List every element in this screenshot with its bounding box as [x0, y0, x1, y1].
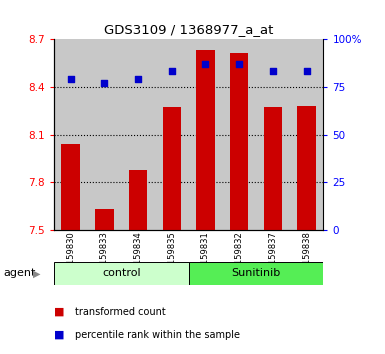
Bar: [256, 39, 290, 230]
Text: transformed count: transformed count: [75, 307, 166, 316]
Text: control: control: [102, 268, 141, 279]
Text: ■: ■: [54, 307, 64, 316]
Text: GDS3109 / 1368977_a_at: GDS3109 / 1368977_a_at: [104, 23, 273, 36]
Bar: [223, 39, 256, 230]
Bar: [129, 170, 147, 230]
Text: percentile rank within the sample: percentile rank within the sample: [75, 330, 240, 339]
Bar: [62, 144, 80, 230]
Point: [270, 69, 276, 74]
Bar: [95, 209, 114, 230]
Point: [203, 61, 209, 67]
Point: [135, 76, 141, 82]
Bar: [196, 50, 215, 230]
Bar: [155, 39, 189, 230]
Bar: [88, 39, 121, 230]
Point: [68, 76, 74, 82]
Bar: [189, 39, 223, 230]
Bar: [297, 106, 316, 230]
Text: Sunitinib: Sunitinib: [231, 268, 281, 279]
Point: [303, 69, 310, 74]
Point: [101, 80, 107, 86]
Bar: [54, 262, 189, 285]
Text: ■: ■: [54, 330, 64, 339]
Point: [236, 61, 242, 67]
Bar: [189, 262, 323, 285]
Bar: [230, 53, 248, 230]
Text: agent: agent: [4, 268, 36, 278]
Bar: [162, 107, 181, 230]
Point: [169, 69, 175, 74]
Bar: [54, 39, 88, 230]
Bar: [290, 39, 323, 230]
Bar: [121, 39, 155, 230]
Text: ▶: ▶: [33, 268, 40, 278]
Bar: [264, 107, 282, 230]
